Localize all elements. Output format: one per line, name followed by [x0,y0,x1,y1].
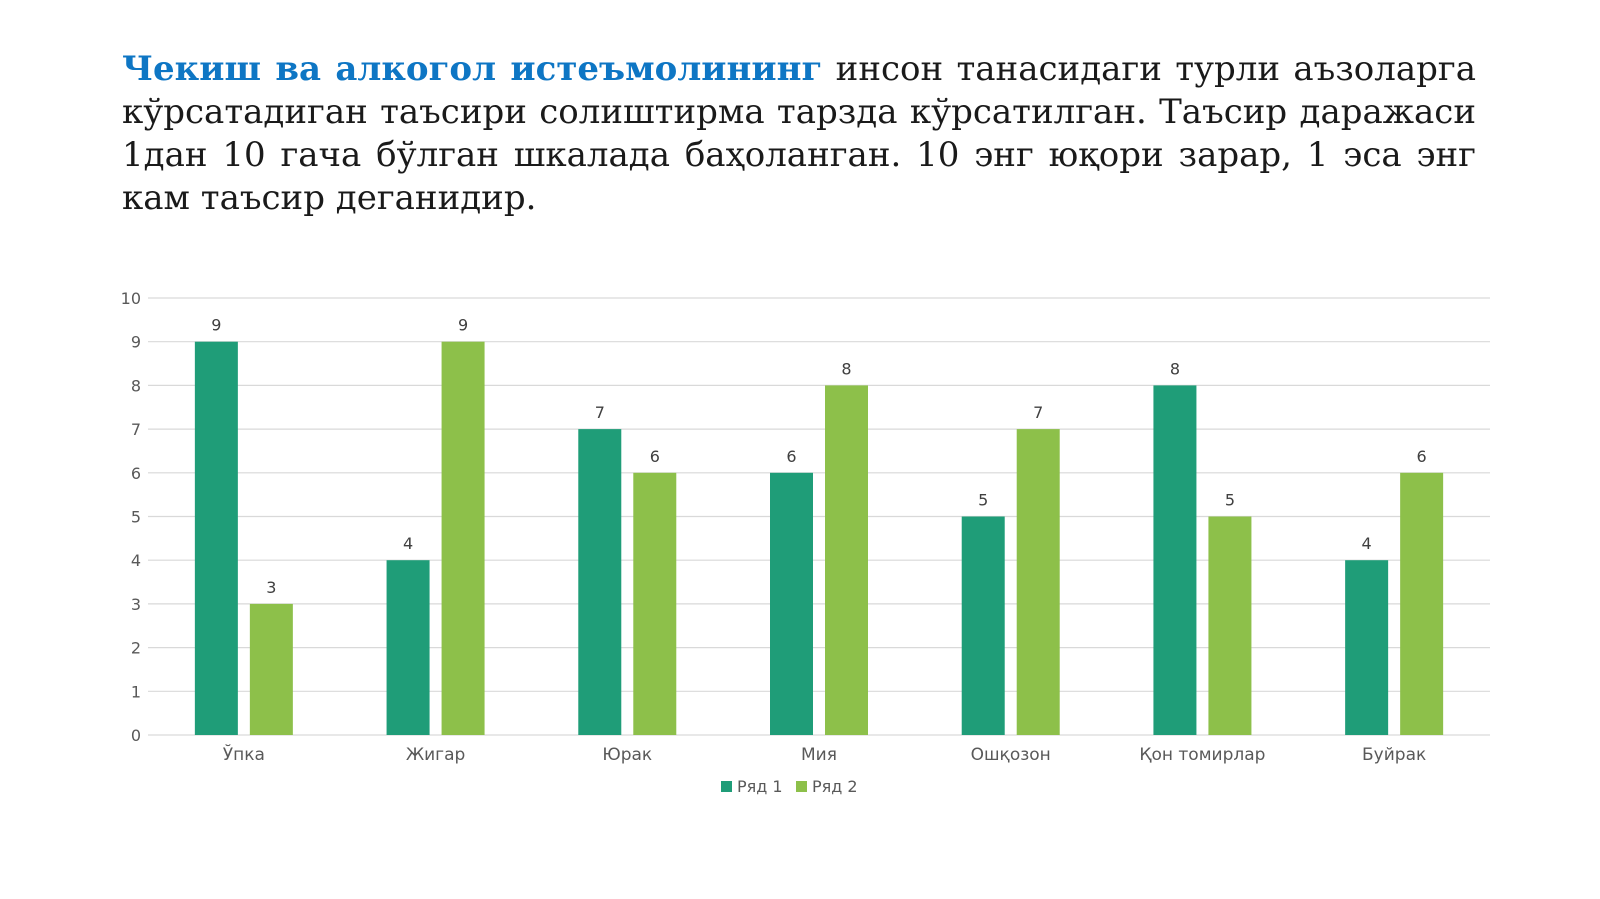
x-tick-label: Мия [801,745,837,765]
bar[interactable] [825,385,868,735]
bar[interactable] [633,472,677,735]
x-tick-label: Жигар [406,745,466,765]
bar[interactable] [770,472,813,735]
legend-swatch [796,781,807,792]
bar[interactable] [194,341,238,735]
x-tick-label: Буйрак [1362,745,1426,765]
y-tick-label: 6 [131,464,141,483]
bar[interactable] [386,560,430,735]
bar[interactable] [1400,472,1444,735]
bar[interactable] [441,341,485,735]
data-label: 9 [458,316,468,335]
data-label: 5 [978,491,988,510]
y-tick-label: 5 [131,508,141,527]
y-tick-label: 9 [131,333,141,352]
x-tick-label: Ошқозон [971,745,1051,765]
bar[interactable] [961,516,1005,736]
bar[interactable] [1016,429,1060,735]
intro-rest: инсон танасидаги турли аъзоларга кўрсата… [122,49,1476,218]
x-tick-label: Ўпка [223,743,265,765]
y-tick-label: 0 [131,726,141,745]
x-tick-label: Қон томирлар [1139,745,1265,765]
y-tick-label: 4 [131,551,141,570]
y-tick-label: 10 [121,289,141,308]
y-tick-label: 3 [131,595,141,614]
x-tick-label: Юрак [602,745,652,765]
bar[interactable] [249,603,293,735]
data-label: 6 [650,447,660,466]
y-tick-label: 7 [131,420,141,439]
data-label: 6 [1417,447,1427,466]
intro-paragraph: Чекиш ва алкогол истеъмолининг инсон тан… [122,48,1476,220]
data-label: 4 [403,534,413,553]
bar[interactable] [1153,385,1197,735]
data-label: 8 [1170,359,1180,378]
bar[interactable] [1208,516,1252,736]
data-label: 7 [1033,403,1043,422]
y-tick-label: 2 [131,639,141,658]
data-label: 8 [841,359,851,378]
legend-label: Ряд 1 [737,777,783,796]
intro-highlight: Чекиш ва алкогол истеъмолининг [122,49,823,89]
data-label: 9 [211,316,221,335]
legend-swatch [721,781,732,792]
bar[interactable] [578,429,622,735]
data-label: 4 [1362,534,1372,553]
data-label: 6 [786,447,796,466]
bar[interactable] [1345,560,1389,735]
data-label: 3 [266,578,276,597]
data-label: 7 [595,403,605,422]
data-label: 5 [1225,491,1235,510]
y-tick-label: 8 [131,376,141,395]
legend-label: Ряд 2 [812,777,858,796]
y-tick-label: 1 [131,682,141,701]
